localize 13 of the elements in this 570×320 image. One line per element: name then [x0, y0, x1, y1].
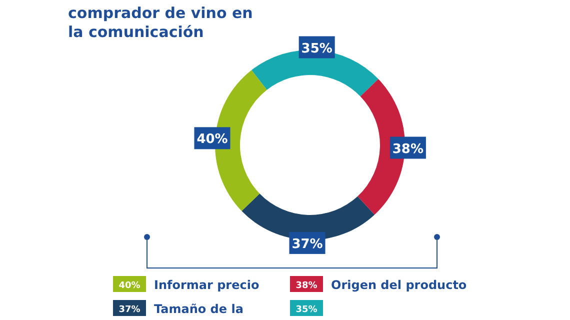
- legend-label: Tamaño de la: [154, 302, 244, 316]
- text: 38%: [296, 281, 318, 291]
- data-label: 37%: [292, 236, 323, 252]
- chart-title: comprador de vino en la comunicación: [68, 4, 253, 41]
- text: 37%: [118, 305, 140, 315]
- donut-slice: [242, 194, 375, 240]
- data-label: 35%: [301, 41, 332, 56]
- data-label: 38%: [392, 142, 424, 157]
- data-label: 40%: [196, 132, 228, 148]
- legend-label: Origen del producto: [331, 278, 467, 292]
- text: 35%: [296, 305, 318, 315]
- text: 40%: [118, 281, 140, 291]
- legend-label: Informar precio: [154, 278, 260, 292]
